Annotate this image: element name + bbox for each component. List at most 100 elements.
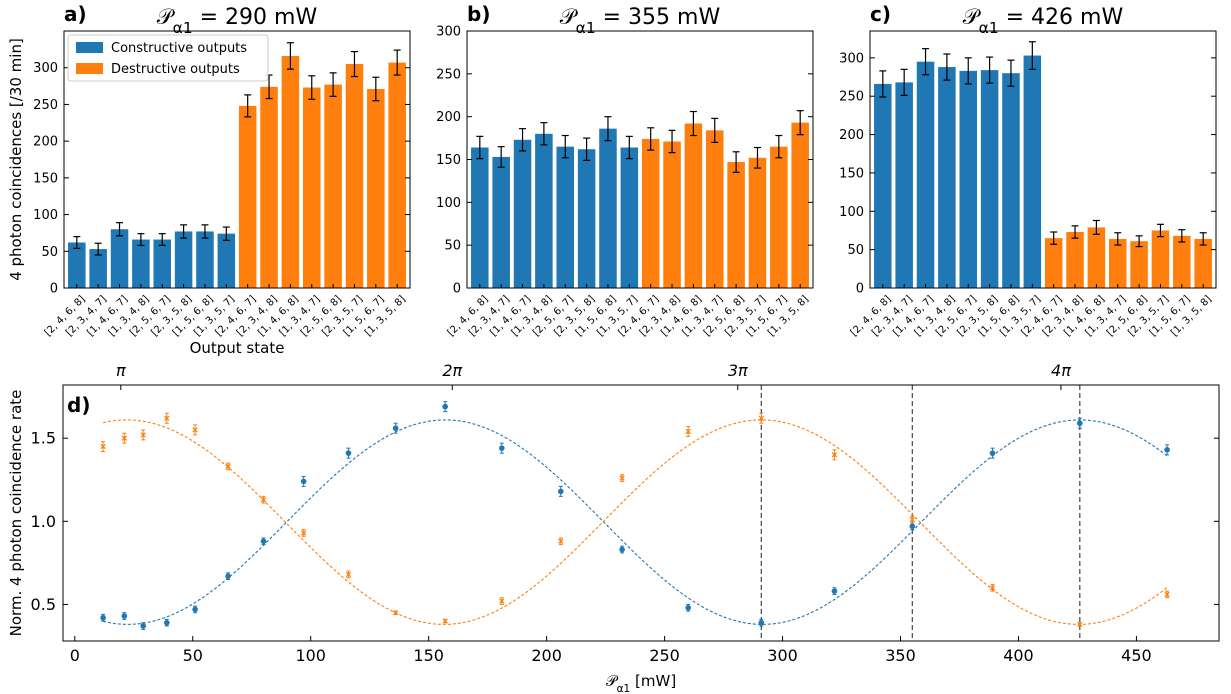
data-point-constructive — [831, 588, 838, 594]
y-tick-label: 200 — [436, 110, 461, 125]
chart-title-subscript: α1 — [576, 19, 596, 37]
data-point-constructive — [758, 619, 765, 626]
chart-title-rest: = 290 mW — [193, 5, 318, 30]
x-tick-label: 300 — [767, 646, 798, 665]
data-point-destructive — [164, 415, 170, 421]
y-tick-label: 150 — [436, 153, 461, 168]
data-point-destructive — [619, 475, 625, 481]
bar-destructive — [367, 89, 385, 288]
x-tick-label: 250 — [649, 646, 680, 665]
data-point-destructive — [140, 432, 146, 438]
axes-frame — [63, 30, 411, 289]
x-tick-label: 350 — [885, 646, 916, 665]
bar-destructive — [260, 86, 278, 288]
bar-destructive — [641, 138, 660, 288]
chart-title-subscript: α1 — [173, 19, 193, 37]
data-point-destructive — [392, 610, 399, 616]
bar-destructive — [324, 84, 342, 288]
y-tick-label: 0 — [50, 282, 58, 297]
chart-title-rest: = 355 mW — [596, 5, 721, 30]
data-point-constructive — [260, 538, 267, 545]
data-point-destructive — [758, 415, 764, 421]
data-point-constructive — [989, 450, 996, 456]
bar-destructive — [1173, 235, 1191, 288]
x-tick-label: 0 — [70, 646, 80, 665]
y-tick-label: 300 — [839, 51, 864, 66]
bar-destructive — [727, 162, 745, 288]
data-point-destructive — [192, 427, 198, 433]
chart-title-symbol: 𝒫 — [560, 5, 579, 30]
bar-destructive — [345, 64, 364, 289]
bar-constructive — [110, 229, 129, 288]
bar-destructive — [748, 157, 767, 288]
bar-destructive — [1066, 231, 1084, 288]
data-point-destructive — [100, 443, 106, 450]
bar-constructive — [68, 242, 86, 288]
bar-constructive — [217, 233, 236, 288]
bar-destructive — [1194, 238, 1212, 288]
panel-label: c) — [870, 2, 891, 26]
data-point-constructive — [557, 488, 564, 495]
y-tick-label: 200 — [33, 135, 58, 150]
x-tick-label: 400 — [1003, 646, 1034, 665]
bar-constructive — [153, 239, 172, 288]
bar-constructive — [1023, 55, 1042, 288]
x-axis-label-rest: [mW] — [630, 672, 676, 690]
bar-constructive — [959, 70, 978, 288]
data-point-constructive — [140, 623, 147, 629]
y-tick-label: 100 — [436, 196, 461, 211]
data-point-constructive — [442, 403, 448, 410]
bar-constructive — [196, 231, 214, 288]
chart-title-rest: = 426 mW — [999, 5, 1124, 30]
bar-constructive — [577, 149, 596, 288]
data-point-constructive — [1164, 447, 1170, 453]
bar-constructive — [132, 239, 150, 288]
chart-title-subscript: α1 — [979, 19, 999, 37]
data-point-constructive — [909, 523, 916, 530]
data-point-destructive — [225, 463, 231, 470]
y-tick-label: 0.5 — [31, 595, 56, 614]
panel-label: b) — [467, 2, 490, 26]
y-tick-label: 50 — [847, 243, 864, 258]
panel-label: a) — [64, 2, 87, 26]
data-point-destructive — [345, 571, 352, 578]
data-point-constructive — [300, 478, 307, 485]
x-tick-label: 150 — [413, 646, 444, 665]
fit-curve-constructive — [102, 419, 1168, 625]
bar-destructive — [1151, 230, 1170, 288]
data-point-destructive — [831, 452, 838, 458]
x-axis-label-symbol: 𝒫 — [606, 672, 619, 690]
data-point-destructive — [499, 598, 505, 604]
top-tick-label: 3π — [728, 361, 748, 380]
top-tick-label: π — [116, 361, 126, 380]
y-tick-label: 100 — [33, 208, 58, 223]
bar-destructive — [684, 123, 703, 289]
chart-title-symbol: 𝒫 — [157, 5, 176, 30]
data-point-destructive — [300, 530, 307, 536]
y-tick-label: 0 — [453, 282, 461, 297]
x-tick-label: 100 — [295, 646, 326, 665]
y-tick-label: 250 — [33, 98, 58, 113]
bar-constructive — [556, 146, 575, 288]
data-point-destructive — [989, 585, 996, 591]
bar-destructive — [281, 55, 300, 288]
bar-destructive — [1044, 238, 1063, 288]
bar-destructive — [238, 105, 257, 288]
x-tick-label: 200 — [531, 646, 562, 665]
data-point-destructive — [121, 435, 127, 441]
top-tick-label: 2π — [442, 361, 462, 380]
bar-destructive — [663, 141, 681, 288]
x-axis-label: Output state — [190, 339, 285, 357]
bar-constructive — [980, 70, 999, 289]
legend-swatch-constructive — [76, 42, 103, 53]
top-tick-label: 4π — [1051, 361, 1071, 380]
x-axis-label-subscript: α1 — [617, 683, 631, 694]
bar-constructive — [874, 83, 892, 288]
bar-constructive — [620, 147, 639, 288]
data-point-constructive — [121, 613, 128, 619]
y-axis-label: Norm. 4 photon coincidence rate — [7, 390, 25, 637]
panel-label: d) — [67, 393, 90, 417]
legend-swatch-destructive — [76, 63, 103, 74]
bar-constructive — [513, 139, 532, 288]
